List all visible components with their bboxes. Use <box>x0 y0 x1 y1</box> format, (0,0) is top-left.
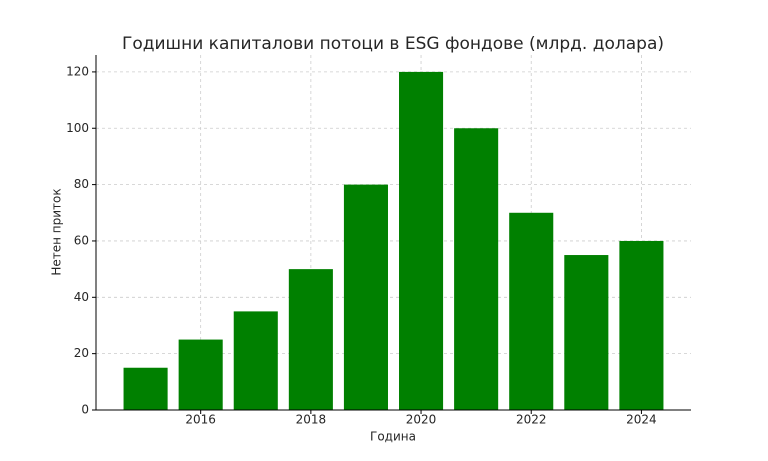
x-tick-label: 2022 <box>516 413 547 427</box>
bar <box>288 269 333 410</box>
bar <box>454 128 499 410</box>
x-tick-label: 2020 <box>406 413 437 427</box>
y-tick-label: 0 <box>81 403 89 417</box>
y-tick-label: 60 <box>74 233 89 247</box>
x-tick-label: 2018 <box>296 413 327 427</box>
bar <box>564 255 609 410</box>
y-tick-label: 20 <box>74 346 89 360</box>
bar <box>619 240 664 410</box>
chart-title: Годишни капиталови потоци в ESG фондове … <box>122 34 664 54</box>
bar <box>509 212 554 410</box>
bar <box>343 184 388 410</box>
x-tick-label: 2024 <box>626 413 657 427</box>
bar <box>123 367 168 410</box>
bar <box>399 71 444 411</box>
y-tick-label: 40 <box>74 290 89 304</box>
y-axis-label: Нетен приток <box>50 188 64 275</box>
x-axis-label: Година <box>370 430 416 444</box>
y-tick-label: 80 <box>74 177 89 191</box>
x-tick-label: 2016 <box>185 413 216 427</box>
y-tick-label: 100 <box>66 121 89 135</box>
y-tick-label: 120 <box>66 64 89 78</box>
bar <box>233 311 278 410</box>
bar <box>178 339 223 410</box>
